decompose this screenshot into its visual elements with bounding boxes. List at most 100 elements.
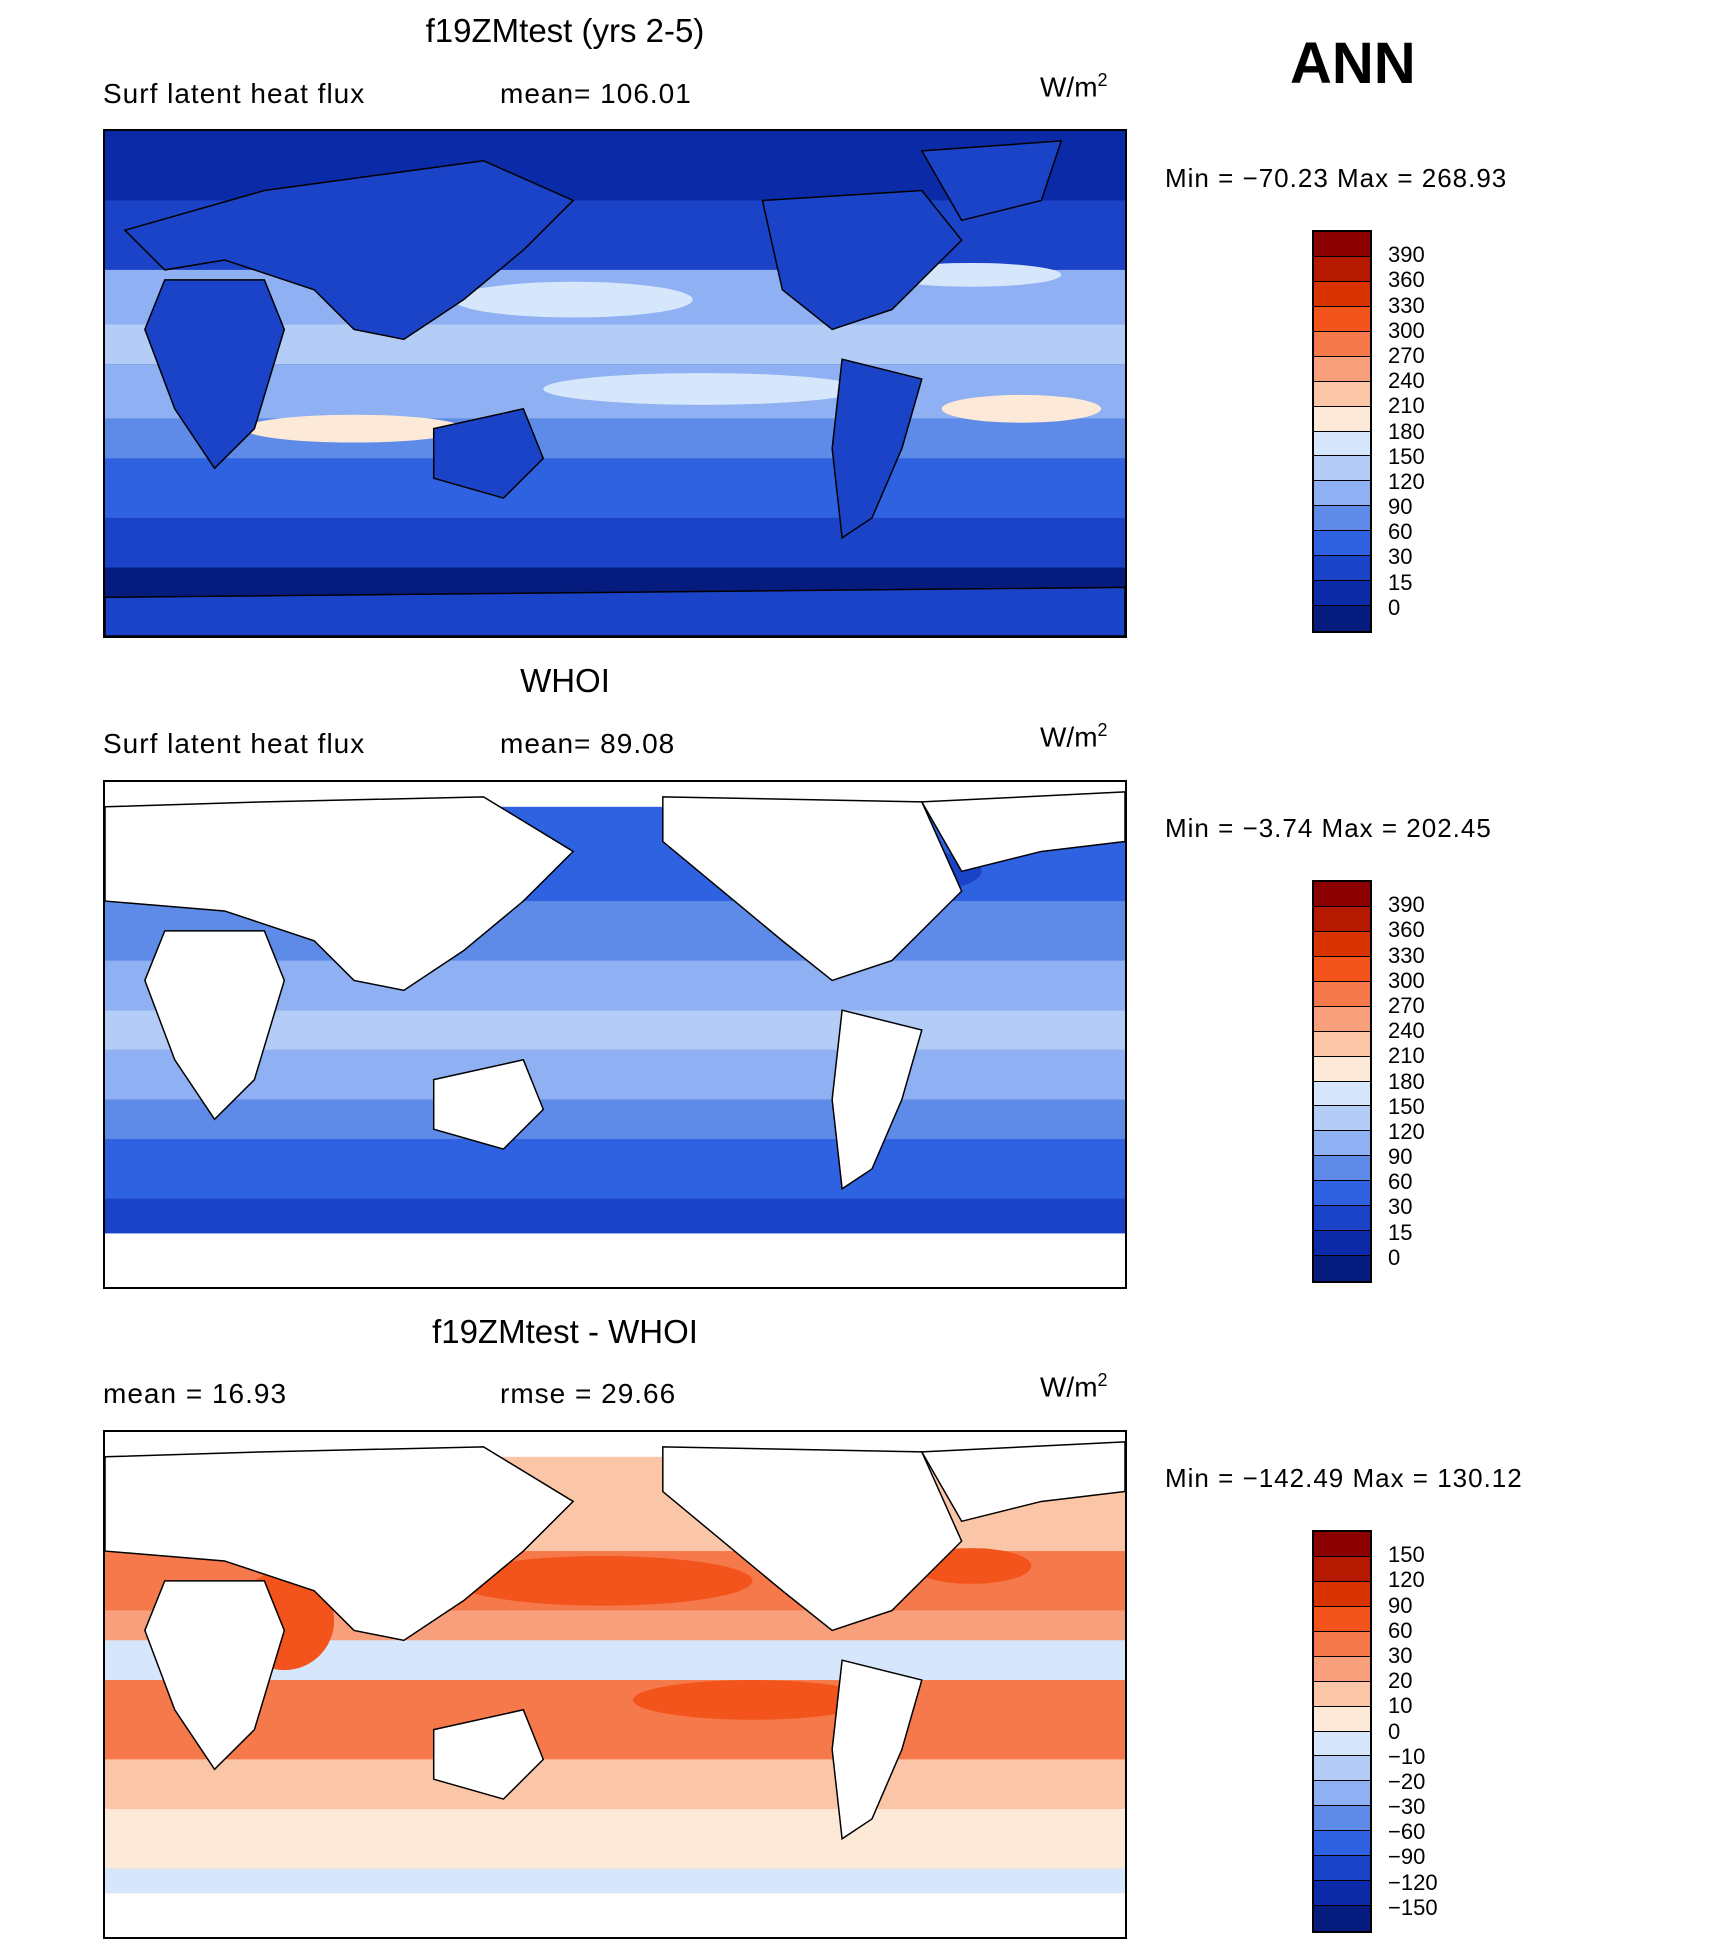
colorbar-tick-label: 240 — [1388, 368, 1425, 394]
colorbar-tick-label: 15 — [1388, 569, 1413, 595]
mean-label: mean= 89.08 — [500, 728, 676, 759]
colorbar-swatch — [1314, 1731, 1370, 1757]
colorbar-swatch — [1314, 1681, 1370, 1707]
colorbar-swatch — [1314, 406, 1370, 432]
colorbar-swatch — [1314, 1056, 1370, 1082]
mean-label: mean = 16.93 — [103, 1378, 288, 1409]
colorbar-tick-label: 390 — [1388, 892, 1425, 918]
colorbar-tick-label: 330 — [1388, 942, 1425, 968]
colorbar-swatch — [1314, 1606, 1370, 1632]
colorbar-tick-label: 30 — [1388, 1642, 1413, 1668]
colorbar-tick-label: 180 — [1388, 1068, 1425, 1094]
colorbar-tick-label: 0 — [1388, 594, 1401, 620]
colorbar-tick-label: 270 — [1388, 992, 1425, 1018]
colorbar-tick-label: 0 — [1388, 1244, 1401, 1270]
colorbar-swatch — [1314, 1856, 1370, 1882]
season-label: ANN — [1290, 31, 1416, 96]
unit-label: W/m2 — [1040, 70, 1108, 103]
map-model — [103, 129, 1127, 638]
colorbar-tick-label: 30 — [1388, 1194, 1413, 1220]
colorbar-swatch — [1314, 1581, 1370, 1607]
colorbar-swatch — [1314, 1181, 1370, 1207]
colorbar-swatch — [1314, 1831, 1370, 1857]
minmax-label: Min = −3.74 Max = 202.45 — [1165, 813, 1492, 843]
colorbar-tick-label: 60 — [1388, 1617, 1413, 1643]
colorbar-swatch — [1314, 481, 1370, 507]
panel-title: f19ZMtest - WHOI — [432, 1313, 698, 1350]
colorbar-tick-label: −10 — [1388, 1743, 1426, 1769]
colorbar-tick-label: 120 — [1388, 1567, 1425, 1593]
colorbar-swatch — [1314, 882, 1370, 907]
colorbar-swatch — [1314, 281, 1370, 307]
colorbar-tick-label: 150 — [1388, 1093, 1425, 1119]
colorbar-swatch — [1314, 1656, 1370, 1682]
colorbar-tick-label: 90 — [1388, 1592, 1413, 1618]
rmse-label: rmse = 29.66 — [500, 1378, 677, 1409]
colorbar-tick-label: 240 — [1388, 1018, 1425, 1044]
colorbar-tick-label: 300 — [1388, 967, 1425, 993]
colorbar — [1312, 880, 1372, 1283]
colorbar-tick-label: 15 — [1388, 1219, 1413, 1245]
unit-label: W/m2 — [1040, 720, 1108, 753]
colorbar-swatch — [1314, 1806, 1370, 1832]
unit-label: W/m2 — [1040, 1370, 1108, 1403]
colorbar-tick-label: −120 — [1388, 1869, 1438, 1895]
colorbar-tick-label: 20 — [1388, 1668, 1413, 1694]
colorbar-swatch — [1314, 1906, 1370, 1931]
colorbar-tick-label: 60 — [1388, 1169, 1413, 1195]
colorbar-swatch — [1314, 931, 1370, 957]
colorbar-swatch — [1314, 256, 1370, 282]
colorbar-swatch — [1314, 556, 1370, 582]
colorbar-swatch — [1314, 306, 1370, 332]
colorbar-swatch — [1314, 581, 1370, 607]
colorbar-tick-label: 360 — [1388, 917, 1425, 943]
colorbar-swatch — [1314, 1756, 1370, 1782]
colorbar-tick-label: 150 — [1388, 1542, 1425, 1568]
colorbar-swatch — [1314, 956, 1370, 982]
map-difference — [103, 1430, 1127, 1939]
colorbar-tick-label: 120 — [1388, 1118, 1425, 1144]
minmax-label: Min = −70.23 Max = 268.93 — [1165, 163, 1508, 193]
colorbar-swatch — [1314, 381, 1370, 407]
colorbar-tick-label: 30 — [1388, 544, 1413, 570]
colorbar-swatch — [1314, 232, 1370, 257]
colorbar-tick-label: 60 — [1388, 519, 1413, 545]
colorbar-swatch — [1314, 1081, 1370, 1107]
colorbar-tick-label: 10 — [1388, 1693, 1413, 1719]
colorbar-tick-label: 120 — [1388, 468, 1425, 494]
colorbar-swatch — [1314, 1781, 1370, 1807]
colorbar-tick-label: 90 — [1388, 494, 1413, 520]
colorbar-swatch — [1314, 1106, 1370, 1132]
colorbar-tick-label: 210 — [1388, 393, 1425, 419]
panel-title: WHOI — [520, 662, 610, 699]
colorbar-tick-label: 180 — [1388, 418, 1425, 444]
colorbar-swatch — [1314, 331, 1370, 357]
colorbar-swatch — [1314, 531, 1370, 557]
colorbar-tick-label: 270 — [1388, 342, 1425, 368]
colorbar-tick-label: −60 — [1388, 1819, 1426, 1845]
colorbar-swatch — [1314, 431, 1370, 457]
colorbar-swatch — [1314, 1532, 1370, 1557]
colorbar-swatch — [1314, 506, 1370, 532]
colorbar — [1312, 1530, 1372, 1933]
colorbar-tick-label: −90 — [1388, 1844, 1426, 1870]
colorbar-swatch — [1314, 981, 1370, 1007]
map-observation — [103, 780, 1127, 1289]
colorbar-swatch — [1314, 1231, 1370, 1257]
colorbar-tick-label: 0 — [1388, 1718, 1401, 1744]
colorbar-tick-label: 210 — [1388, 1043, 1425, 1069]
colorbar-swatch — [1314, 1556, 1370, 1582]
mean-label: mean= 106.01 — [500, 78, 692, 109]
colorbar-swatch — [1314, 456, 1370, 482]
colorbar-swatch — [1314, 1706, 1370, 1732]
colorbar-swatch — [1314, 606, 1370, 631]
colorbar-tick-label: 390 — [1388, 242, 1425, 268]
colorbar-swatch — [1314, 1256, 1370, 1281]
colorbar-tick-label: −150 — [1388, 1894, 1438, 1920]
colorbar-tick-label: 150 — [1388, 443, 1425, 469]
panel-title: f19ZMtest (yrs 2-5) — [425, 12, 705, 49]
colorbar — [1312, 230, 1372, 633]
colorbar-swatch — [1314, 356, 1370, 382]
colorbar-tick-label: 330 — [1388, 292, 1425, 318]
colorbar-tick-label: −30 — [1388, 1794, 1426, 1820]
